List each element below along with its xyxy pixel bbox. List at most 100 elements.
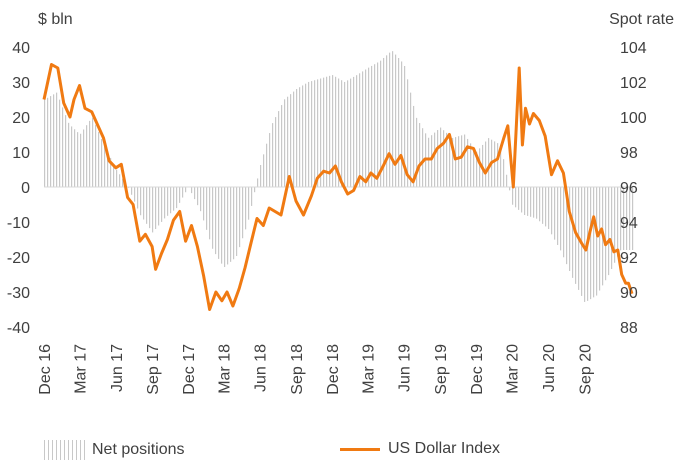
- x-tick-label: Sep 20: [577, 344, 594, 395]
- net-position-bar: [401, 61, 403, 187]
- net-position-bar: [152, 187, 154, 233]
- net-position-bar: [416, 117, 418, 187]
- right-tick-label: 98: [620, 145, 638, 162]
- net-position-bar: [329, 75, 331, 187]
- net-position-bar: [146, 187, 148, 224]
- net-position-bar: [338, 78, 340, 187]
- net-position-bar: [182, 187, 184, 198]
- net-position-bar: [359, 73, 361, 187]
- net-position-bar: [509, 187, 511, 191]
- net-position-bar: [539, 187, 541, 222]
- net-position-bar: [536, 187, 538, 219]
- net-position-bar: [611, 187, 613, 269]
- net-position-bar: [299, 87, 301, 187]
- net-position-bar: [83, 129, 85, 187]
- net-position-bar: [530, 187, 532, 217]
- x-tick-label: Sep 17: [145, 344, 162, 395]
- net-position-bar: [485, 141, 487, 187]
- net-position-bar: [383, 57, 385, 187]
- net-position-bar: [590, 187, 592, 300]
- net-position-bar: [470, 143, 472, 187]
- net-position-bar: [326, 76, 328, 187]
- net-position-bar: [515, 187, 517, 208]
- net-position-bar: [323, 77, 325, 187]
- net-position-bar: [374, 64, 376, 187]
- net-position-bar: [227, 187, 229, 265]
- net-position-bar: [623, 187, 625, 250]
- net-position-bar: [476, 151, 478, 187]
- net-position-bar: [404, 66, 406, 187]
- net-position-bar: [389, 52, 391, 187]
- net-position-bar: [59, 99, 61, 187]
- net-position-bar: [95, 124, 97, 187]
- net-position-bar: [218, 187, 220, 259]
- net-position-bar: [215, 187, 217, 255]
- net-position-bar: [149, 187, 151, 229]
- net-position-bar: [86, 125, 88, 187]
- net-position-bar: [335, 76, 337, 187]
- right-axis-unit: Spot rate: [609, 11, 674, 28]
- net-position-bar: [473, 147, 475, 187]
- net-position-bar: [92, 117, 94, 187]
- net-position-bar: [275, 117, 277, 187]
- net-position-bar: [371, 65, 373, 187]
- x-tick-label: Mar 20: [505, 344, 522, 394]
- net-position-bar: [224, 187, 226, 268]
- x-tick-label: Sep 18: [289, 344, 306, 395]
- net-position-bar: [290, 94, 292, 187]
- net-position-bar: [443, 130, 445, 187]
- net-position-bar: [524, 187, 526, 216]
- net-position-bar: [407, 79, 409, 187]
- net-position-bar: [260, 165, 262, 187]
- net-position-bar: [494, 141, 496, 187]
- net-position-bar: [164, 187, 166, 219]
- net-position-bar: [50, 96, 52, 187]
- net-position-bar: [62, 107, 64, 187]
- legend-line-label: US Dollar Index: [388, 440, 501, 457]
- net-position-bar: [368, 67, 370, 187]
- net-position-bar: [269, 133, 271, 187]
- net-position-bar: [614, 187, 616, 263]
- net-position-bar: [380, 60, 382, 187]
- net-position-bar: [434, 132, 436, 187]
- right-axis-ticks: 104 102 100 98 96 94 92 90 88: [620, 40, 647, 337]
- net-position-bar: [110, 157, 112, 187]
- net-position-bar: [179, 187, 181, 203]
- net-position-bar: [350, 78, 352, 187]
- left-tick-label: 20: [12, 110, 30, 127]
- net-position-bar: [437, 130, 439, 187]
- net-position-bar: [518, 187, 520, 210]
- net-position-bar: [284, 99, 286, 187]
- right-tick-label: 94: [620, 215, 638, 232]
- net-position-bar: [341, 80, 343, 187]
- net-position-bar: [212, 187, 214, 249]
- net-position-bar: [347, 80, 349, 187]
- net-position-bar: [296, 89, 298, 187]
- net-position-bar: [278, 111, 280, 187]
- net-position-bar: [410, 92, 412, 187]
- net-position-bar: [632, 187, 634, 250]
- net-position-bar: [344, 81, 346, 187]
- legend-net-positions: Net positions: [44, 440, 185, 460]
- net-position-bar: [65, 115, 67, 187]
- net-position-bar: [542, 187, 544, 224]
- net-position-bar: [626, 187, 628, 250]
- net-position-bar: [308, 81, 310, 187]
- net-position-bar: [488, 138, 490, 187]
- left-tick-label: -10: [7, 215, 30, 232]
- net-position-bar: [206, 187, 208, 230]
- net-position-bar: [230, 187, 232, 262]
- net-position-bar: [44, 99, 46, 187]
- net-position-bar: [428, 137, 430, 187]
- net-position-bar: [332, 75, 334, 187]
- net-position-bar: [500, 144, 502, 187]
- net-position-bar: [311, 81, 313, 187]
- net-position-bar: [317, 79, 319, 187]
- net-position-bar: [257, 178, 259, 187]
- left-tick-label: 40: [12, 40, 30, 57]
- net-position-bar: [395, 54, 397, 188]
- x-tick-label: Mar 18: [216, 344, 233, 394]
- net-position-bar: [560, 187, 562, 251]
- legend-line-swatch: [340, 447, 380, 451]
